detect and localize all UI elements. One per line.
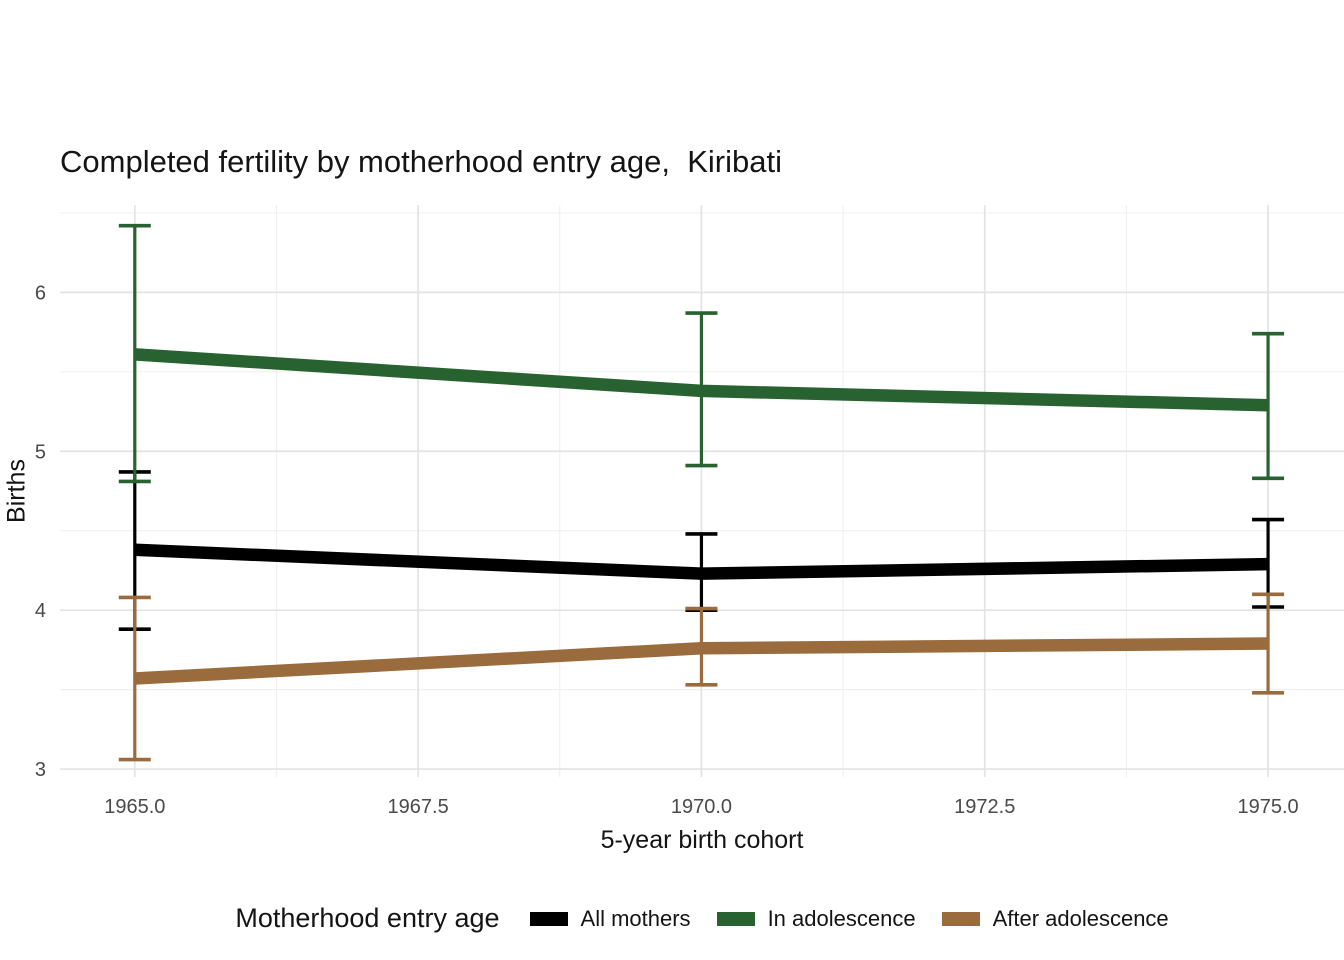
- y-tick-label: 3: [35, 759, 46, 781]
- x-tick-label: 1967.5: [388, 796, 449, 818]
- legend-swatch-in-adolescence: [716, 911, 755, 926]
- legend-swatch-all-mothers: [529, 911, 568, 926]
- x-tick-label: 1970.0: [671, 796, 732, 818]
- series-line-in-adolescence: [134, 348, 1269, 412]
- series-line-all-mothers: [134, 543, 1269, 580]
- legend: Motherhood entry age All mothers In adol…: [60, 903, 1344, 934]
- y-tick-label: 4: [35, 600, 46, 622]
- legend-label-after-adolescence: After adolescence: [992, 905, 1169, 931]
- legend-label-in-adolescence: In adolescence: [767, 905, 916, 931]
- y-tick-label: 6: [35, 282, 46, 304]
- legend-item-after-adolescence: After adolescence: [941, 905, 1169, 932]
- y-axis-title: Births: [2, 459, 31, 523]
- chart-title: Completed fertility by motherhood entry …: [60, 144, 782, 179]
- series-line-after-adolescence: [134, 637, 1269, 685]
- legend-swatch-after-adolescence: [941, 911, 980, 926]
- y-tick-label: 5: [35, 441, 46, 463]
- x-axis-title: 5-year birth cohort: [600, 826, 804, 854]
- x-tick-label: 1965.0: [104, 796, 165, 818]
- x-tick-label: 1975.0: [1237, 796, 1298, 818]
- legend-label-all-mothers: All mothers: [580, 905, 691, 931]
- x-tick-label: 1972.5: [954, 796, 1015, 818]
- legend-title: Motherhood entry age: [235, 903, 500, 933]
- legend-item-all-mothers: All mothers: [529, 905, 691, 932]
- legend-item-in-adolescence: In adolescence: [716, 905, 916, 932]
